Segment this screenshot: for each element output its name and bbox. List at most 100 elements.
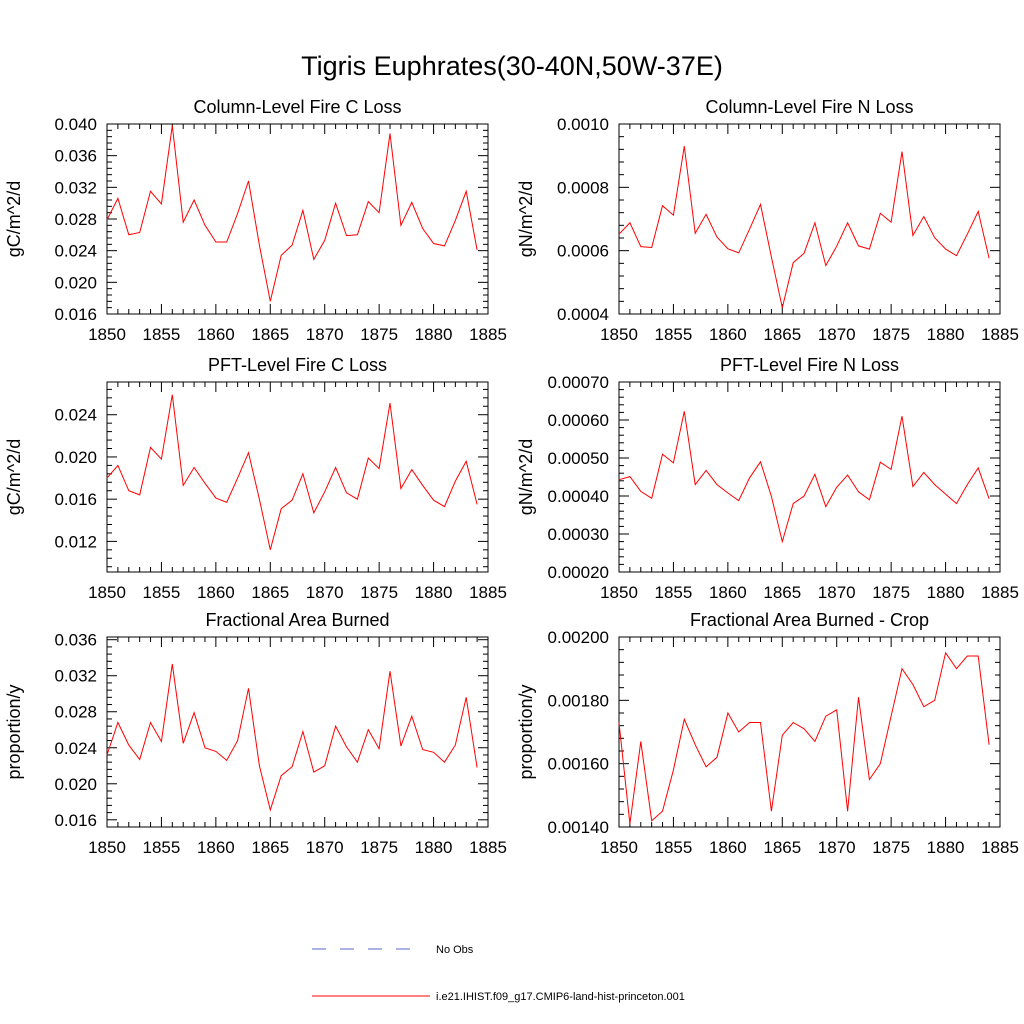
x-tick-label: 1865 [763, 325, 801, 344]
x-tick-label: 1870 [818, 583, 856, 602]
y-tick-label: 0.00020 [548, 563, 609, 582]
x-tick-label: 1885 [981, 583, 1019, 602]
plot-frame [106, 381, 489, 573]
x-tick-label: 1885 [981, 838, 1019, 857]
x-tick-label: 1875 [360, 325, 398, 344]
x-tick-label: 1880 [927, 583, 965, 602]
plot-frame [618, 636, 1001, 828]
x-tick-label: 1850 [88, 583, 126, 602]
y-tick-label: 0.028 [54, 703, 97, 722]
y-tick-label: 0.016 [54, 811, 97, 830]
x-tick-label: 1875 [360, 583, 398, 602]
series-line [618, 146, 990, 308]
chart-panel-4: PFT-Level Fire N Loss 1850 1855 1860 1865 187… [516, 355, 1019, 602]
legend-label-model: i.e21.IHIST.f09_g17.CMIP6-land-hist-prin… [436, 991, 685, 1003]
y-tick-label: 0.016 [54, 305, 97, 324]
x-tick-label: 1860 [709, 838, 747, 857]
y-tick-label: 0.032 [54, 178, 97, 197]
x-tick-label: 1850 [600, 583, 638, 602]
main-title: Tigris Euphrates(30-40N,50W-37E) [301, 51, 723, 81]
panel-title: PFT-Level Fire C Loss [208, 355, 387, 375]
y-tick-label: 0.036 [54, 631, 97, 650]
chart-panel-6: Fractional Area Burned - Crop 1850 1855 186… [516, 610, 1019, 857]
y-axis-label: proportion/y [4, 684, 24, 779]
y-tick-label: 0.020 [54, 448, 97, 467]
y-tick-label: 0.032 [54, 667, 97, 686]
x-tick-label: 1850 [600, 838, 638, 857]
x-tick-label: 1870 [306, 325, 344, 344]
x-tick-label: 1860 [709, 325, 747, 344]
y-tick-label: 0.036 [54, 147, 97, 166]
x-tick-label: 1855 [143, 583, 181, 602]
y-axis-label: gN/m^2/d [516, 439, 536, 515]
x-tick-label: 1885 [981, 325, 1019, 344]
y-tick-label: 0.00070 [548, 373, 609, 392]
panel-title: Column-Level Fire C Loss [193, 97, 401, 117]
y-tick-label: 0.040 [54, 115, 97, 134]
chart-panel-3: PFT-Level Fire C Loss 1850 1855 1860 1865 187… [4, 355, 507, 602]
x-tick-label: 1875 [872, 838, 910, 857]
y-tick-label: 0.00180 [548, 691, 609, 710]
x-tick-label: 1885 [469, 838, 507, 857]
x-tick-label: 1865 [763, 583, 801, 602]
x-tick-label: 1880 [415, 325, 453, 344]
chart-panel-5: Fractional Area Burned 1850 1855 1860 1865 18… [4, 610, 507, 857]
x-tick-label: 1850 [88, 838, 126, 857]
y-tick-label: 0.020 [54, 775, 97, 794]
y-tick-label: 0.012 [54, 532, 97, 551]
plot-frame [106, 123, 489, 315]
x-tick-label: 1855 [655, 583, 693, 602]
y-tick-label: 0.00060 [548, 411, 609, 430]
x-tick-label: 1865 [251, 583, 289, 602]
x-tick-label: 1875 [360, 838, 398, 857]
x-tick-label: 1865 [251, 838, 289, 857]
y-tick-label: 0.00160 [548, 755, 609, 774]
series-line [618, 651, 990, 824]
series-line [106, 663, 478, 812]
chart-panel-2: Column-Level Fire N Loss 1850 1855 1860 1865… [516, 97, 1019, 344]
x-tick-label: 1875 [872, 325, 910, 344]
x-tick-label: 1880 [415, 583, 453, 602]
x-tick-label: 1860 [197, 325, 235, 344]
y-tick-label: 0.024 [54, 406, 97, 425]
plot-frame [618, 123, 1001, 315]
y-tick-label: 0.020 [54, 273, 97, 292]
x-tick-label: 1855 [655, 325, 693, 344]
y-tick-label: 0.024 [54, 739, 97, 758]
legend: No Obs i.e21.IHIST.f09_g17.CMIP6-land-hi… [312, 944, 685, 1003]
y-tick-label: 0.0010 [557, 115, 609, 134]
x-tick-label: 1860 [197, 838, 235, 857]
legend-label-no-obs: No Obs [436, 944, 474, 956]
y-tick-label: 0.0008 [557, 178, 609, 197]
y-axis-label: gN/m^2/d [516, 181, 536, 257]
panel-title: Column-Level Fire N Loss [705, 97, 913, 117]
y-tick-label: 0.00140 [548, 818, 609, 837]
y-axis-label: gC/m^2/d [4, 181, 24, 257]
y-axis-label: proportion/y [516, 684, 536, 779]
series-line [106, 125, 478, 302]
series-line [106, 394, 478, 550]
x-tick-label: 1855 [655, 838, 693, 857]
y-axis-label: gC/m^2/d [4, 439, 24, 515]
y-tick-label: 0.0006 [557, 242, 609, 261]
x-tick-label: 1850 [600, 325, 638, 344]
x-tick-label: 1885 [469, 325, 507, 344]
x-tick-label: 1870 [306, 583, 344, 602]
panel-title: Fractional Area Burned [205, 610, 389, 630]
x-tick-label: 1880 [415, 838, 453, 857]
x-tick-label: 1870 [818, 325, 856, 344]
y-tick-label: 0.0004 [557, 305, 609, 324]
y-tick-label: 0.00050 [548, 449, 609, 468]
panel-title: Fractional Area Burned - Crop [690, 610, 929, 630]
x-tick-label: 1850 [88, 325, 126, 344]
x-tick-label: 1880 [927, 838, 965, 857]
panels: Column-Level Fire C Loss 1850 1855 1860 1865… [4, 97, 1019, 857]
x-tick-label: 1860 [709, 583, 747, 602]
x-tick-label: 1870 [306, 838, 344, 857]
y-tick-label: 0.024 [54, 242, 97, 261]
x-tick-label: 1865 [251, 325, 289, 344]
x-tick-label: 1855 [143, 325, 181, 344]
y-tick-label: 0.00030 [548, 525, 609, 544]
x-tick-label: 1875 [872, 583, 910, 602]
